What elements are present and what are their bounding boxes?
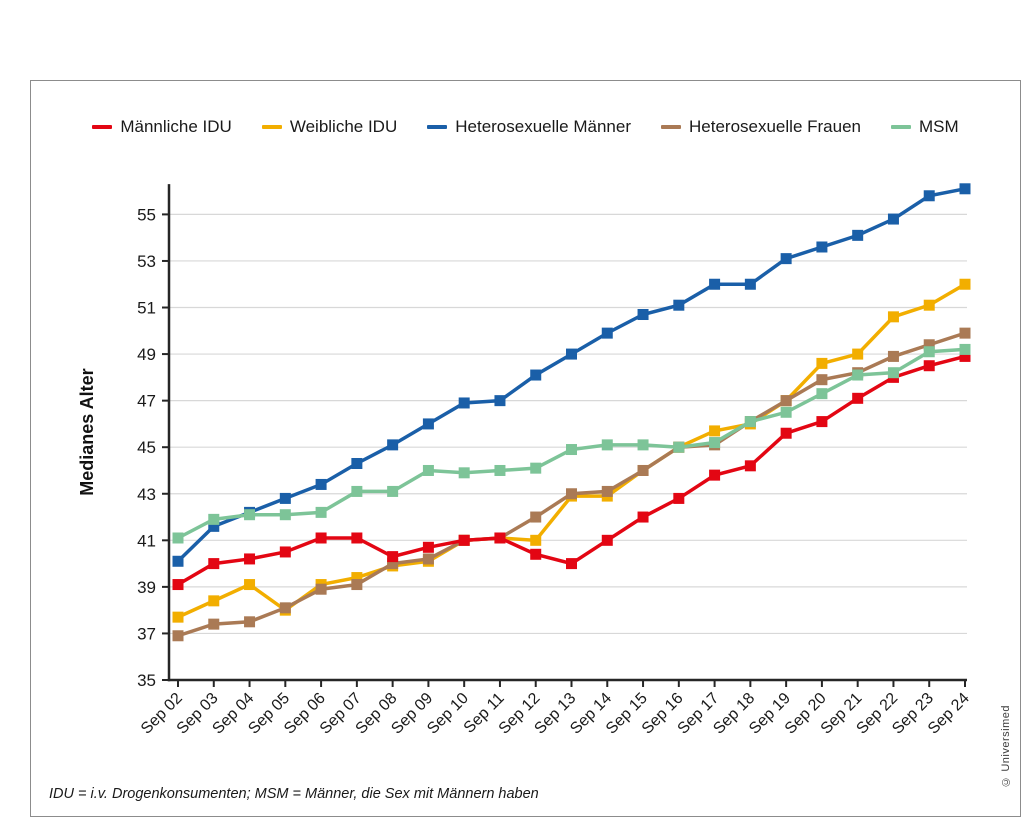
legend-item-weibliche-idu: Weibliche IDU bbox=[261, 117, 398, 137]
legend-swatch-icon bbox=[427, 124, 448, 130]
legend-label: Heterosexuelle Männer bbox=[455, 117, 631, 136]
legend: Männliche IDU Weibliche IDU Heterosexuel… bbox=[31, 117, 1020, 137]
footnote: IDU = i.v. Drogenkonsumenten; MSM = Männ… bbox=[49, 786, 539, 802]
legend-item-heterosexuelle-frauen: Heterosexuelle Frauen bbox=[661, 117, 861, 137]
svg-text:Medianes Alter: Medianes Alter bbox=[77, 368, 97, 495]
legend-swatch-icon bbox=[890, 124, 911, 130]
legend-label: Männliche IDU bbox=[120, 117, 232, 136]
legend-label: MSM bbox=[918, 117, 959, 136]
legend-swatch-icon bbox=[261, 124, 282, 130]
svg-text:51: 51 bbox=[137, 299, 156, 318]
svg-text:37: 37 bbox=[137, 624, 156, 643]
svg-text:49: 49 bbox=[137, 345, 156, 364]
legend-swatch-icon bbox=[92, 124, 113, 130]
legend-item-maennliche-idu: Männliche IDU bbox=[92, 117, 232, 137]
legend-label: Heterosexuelle Frauen bbox=[689, 117, 861, 136]
svg-text:43: 43 bbox=[137, 485, 156, 504]
chart-panel: Männliche IDU Weibliche IDU Heterosexuel… bbox=[30, 80, 1021, 817]
credit-vertical: © Universimed bbox=[1000, 705, 1012, 788]
svg-text:35: 35 bbox=[137, 671, 156, 690]
svg-text:45: 45 bbox=[137, 438, 156, 457]
svg-text:47: 47 bbox=[137, 392, 156, 411]
svg-text:53: 53 bbox=[137, 252, 156, 271]
legend-item-heterosexuelle-maenner: Heterosexuelle Männer bbox=[427, 117, 631, 137]
svg-text:55: 55 bbox=[137, 205, 156, 224]
legend-label: Weibliche IDU bbox=[289, 117, 398, 136]
svg-text:39: 39 bbox=[137, 578, 156, 597]
legend-swatch-icon bbox=[661, 124, 681, 130]
svg-text:41: 41 bbox=[137, 531, 156, 550]
legend-item-msm: MSM bbox=[890, 117, 959, 137]
